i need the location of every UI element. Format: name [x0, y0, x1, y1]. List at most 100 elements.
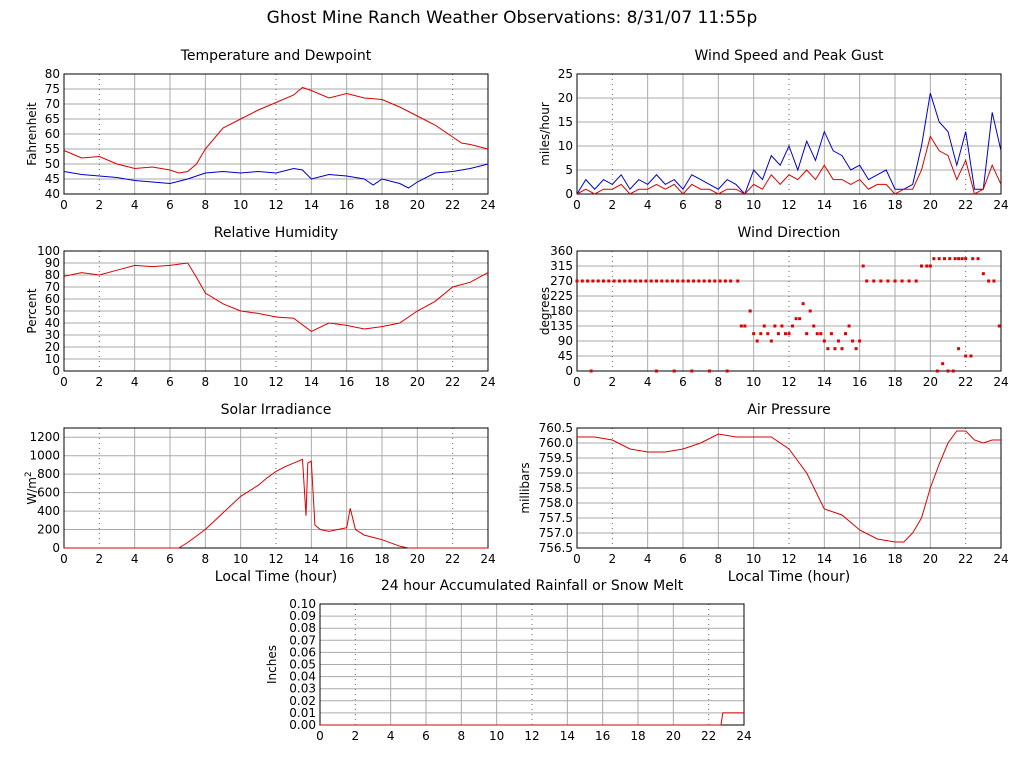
x-tick-label: 12	[268, 198, 283, 212]
x-tick-label: 12	[781, 198, 796, 212]
y-tick-label: 20	[45, 340, 60, 354]
y-axis-label: miles/hour	[538, 102, 552, 166]
y-tick-label: 200	[37, 523, 60, 537]
data-point	[981, 272, 985, 276]
x-tick-label: 6	[422, 729, 430, 743]
x-tick-label: 10	[746, 552, 761, 566]
y-tick-label: 0	[565, 187, 573, 201]
data-point	[971, 257, 975, 261]
x-tick-label: 0	[573, 198, 581, 212]
x-tick-label: 24	[993, 552, 1008, 566]
page-title: Ghost Mine Ranch Weather Observations: 8…	[266, 8, 758, 28]
chart-title: Relative Humidity	[214, 225, 338, 241]
data-point	[633, 279, 637, 283]
y-tick-label: 10	[45, 352, 60, 366]
y-tick-label: 0.02	[289, 694, 316, 708]
y-tick-label: 0.04	[289, 670, 316, 684]
data-point	[886, 279, 890, 283]
chart-rh: Relative Humidity01020304050607080901000…	[25, 225, 496, 389]
chart-title: Wind Direction	[738, 225, 841, 241]
data-point	[844, 332, 848, 336]
x-tick-label: 10	[746, 375, 761, 389]
x-tick-label: 24	[480, 552, 495, 566]
data-point	[964, 257, 968, 261]
y-tick-label: 1200	[29, 430, 60, 444]
chart-pressure: Air Pressure756.5757.0757.5758.0758.5759…	[518, 402, 1009, 585]
chart-title: Solar Irradiance	[221, 402, 332, 418]
y-tick-label: 0.07	[289, 633, 316, 647]
x-tick-label: 22	[445, 198, 460, 212]
x-tick-label: 6	[166, 375, 174, 389]
y-tick-label: 20	[558, 91, 573, 105]
y-axis-label: Percent	[25, 288, 39, 333]
y-tick-label: 757.0	[539, 526, 573, 540]
y-tick-label: 0.09	[289, 609, 316, 623]
data-point	[920, 264, 923, 268]
x-tick-label: 18	[887, 552, 902, 566]
data-point	[787, 332, 791, 336]
x-tick-label: 22	[958, 375, 973, 389]
y-tick-label: 45	[45, 172, 60, 186]
y-tick-label: 0.08	[289, 621, 316, 635]
y-tick-label: 80	[45, 268, 60, 282]
chart-title: 24 hour Accumulated Rainfall or Snow Mel…	[381, 578, 684, 594]
data-point	[854, 347, 858, 351]
data-point	[623, 279, 627, 283]
data-point	[692, 279, 696, 283]
y-axis-label: Inches	[265, 645, 279, 684]
y-tick-label: 90	[558, 334, 573, 348]
data-point	[639, 279, 643, 283]
data-point	[591, 279, 595, 283]
data-point	[932, 257, 936, 261]
x-tick-label: 18	[374, 198, 389, 212]
data-point	[794, 317, 798, 321]
y-tick-label: 100	[37, 244, 60, 258]
y-axis-label: Fahrenheit	[25, 102, 39, 166]
y-tick-label: 360	[550, 244, 573, 258]
y-tick-label: 760.5	[539, 421, 573, 435]
chart-title: Temperature and Dewpoint	[180, 48, 372, 64]
data-point	[826, 347, 830, 351]
data-point	[697, 279, 701, 283]
y-tick-label: 0.05	[289, 658, 316, 672]
data-point	[743, 324, 747, 328]
series-line	[63, 86, 489, 174]
data-point	[773, 324, 777, 328]
x-tick-label: 12	[781, 552, 796, 566]
plot-frame	[576, 73, 1002, 195]
x-tick-label: 20	[923, 552, 938, 566]
data-point	[951, 369, 955, 373]
series-line	[63, 163, 489, 189]
plot-frame	[63, 250, 489, 372]
y-tick-label: 758.0	[539, 496, 573, 510]
x-tick-label: 8	[715, 552, 723, 566]
chart-rain: 24 hour Accumulated Rainfall or Snow Mel…	[265, 578, 752, 743]
y-tick-label: 55	[45, 142, 60, 156]
data-point	[655, 279, 658, 283]
x-tick-label: 4	[644, 375, 652, 389]
y-axis-label: degrees	[538, 287, 552, 335]
x-tick-label: 14	[304, 198, 319, 212]
y-tick-label: 65	[45, 112, 60, 126]
x-tick-label: 16	[595, 729, 610, 743]
y-tick-label: 0.01	[289, 706, 316, 720]
data-point	[769, 339, 773, 343]
x-tick-label: 18	[887, 198, 902, 212]
y-tick-label: 70	[45, 97, 60, 111]
data-point	[935, 369, 939, 373]
data-point	[725, 369, 729, 373]
x-tick-label: 16	[852, 552, 867, 566]
y-tick-label: 180	[550, 304, 573, 318]
x-tick-label: 4	[131, 552, 139, 566]
x-tick-label: 16	[852, 375, 867, 389]
x-tick-label: 24	[480, 375, 495, 389]
x-tick-label: 6	[679, 552, 687, 566]
x-tick-label: 20	[923, 198, 938, 212]
x-axis-label: Local Time (hour)	[728, 569, 850, 585]
x-tick-label: 16	[852, 198, 867, 212]
y-tick-label: 270	[550, 274, 573, 288]
data-point	[840, 347, 844, 351]
data-point	[586, 279, 590, 283]
